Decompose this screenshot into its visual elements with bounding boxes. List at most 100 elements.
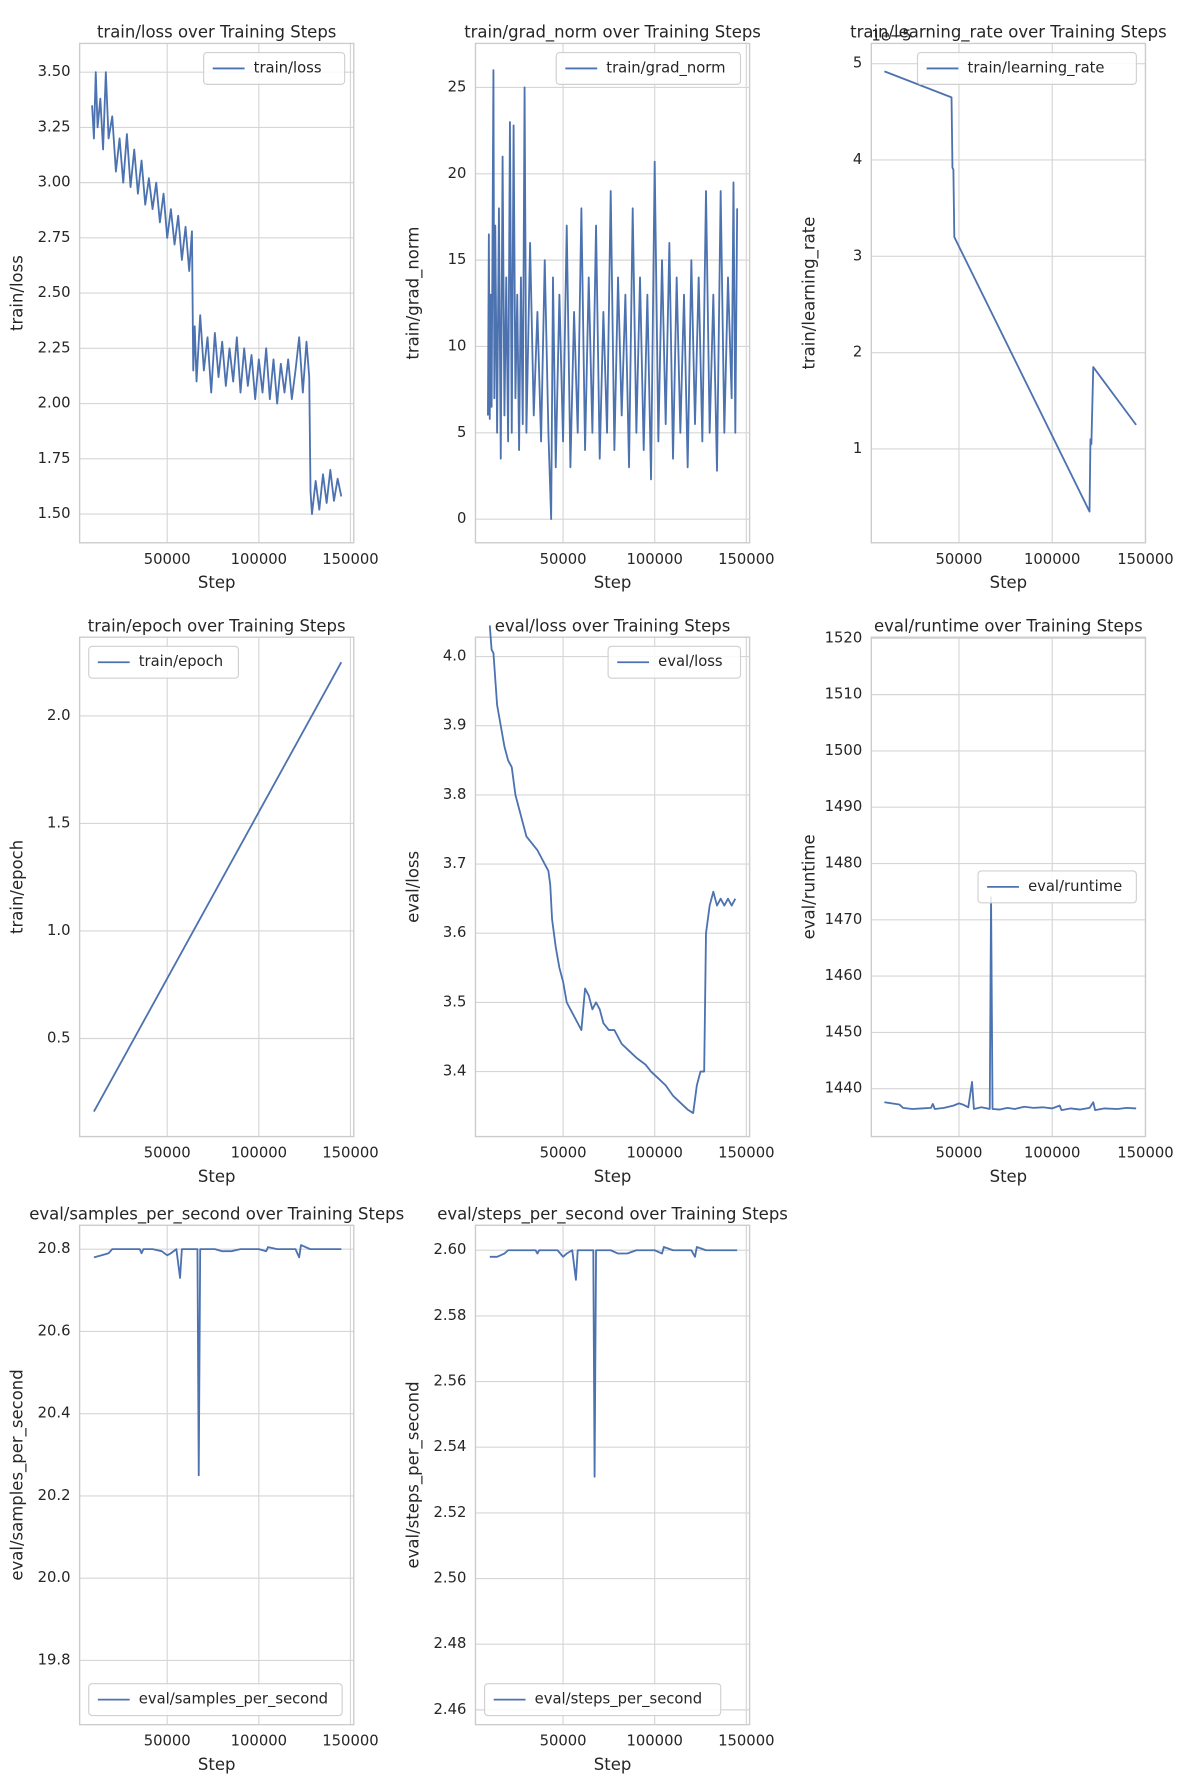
- subplot: 0.5 1.0 1.5 2.0 50000 100000 150000 train/epoch…: [8, 616, 379, 1186]
- x-tick-label: 100000: [627, 1145, 683, 1162]
- y-tick-label: 1460: [825, 967, 863, 984]
- y-axis-label: train/grad_norm: [404, 227, 424, 360]
- y-tick-label: 3: [853, 247, 862, 264]
- x-tick-label: 150000: [718, 551, 774, 568]
- y-tick-label: 2.50: [433, 1570, 466, 1587]
- y-tick-label: 20.8: [38, 1240, 71, 1257]
- legend: train/grad_norm: [555, 51, 742, 85]
- y-tick-label: 2.50: [38, 284, 71, 301]
- y-tick-label: 25: [448, 78, 467, 95]
- legend-label: eval/samples_per_second: [139, 1691, 328, 1708]
- y-tick-label: 1520: [825, 629, 863, 646]
- subplot: 2.46 2.48 2.50 2.52 2.54 2.56 2.58 2.60 50000 100…: [404, 1205, 788, 1775]
- chart-title: eval/steps_per_second over Training Step…: [437, 1205, 788, 1225]
- legend: eval/steps_per_second: [484, 1683, 722, 1717]
- x-axis-label: Step: [594, 573, 632, 592]
- axes-frame: [78, 636, 355, 1138]
- y-tick-label: 1510: [825, 686, 863, 703]
- y-tick-label: 3.25: [38, 118, 71, 135]
- axes-frame: [78, 42, 355, 544]
- subplot: 1.50 1.75 2.00 2.25 2.50 2.75 3.00 3.25 3.50 5000…: [8, 23, 379, 593]
- y-tick-label: 0: [457, 510, 466, 527]
- y-axis-label: train/learning_rate: [799, 217, 819, 370]
- chart-title: eval/loss over Training Steps: [495, 616, 731, 635]
- x-tick-label: 100000: [231, 1733, 287, 1750]
- axes-frame: [474, 636, 751, 1138]
- chart-title: eval/samples_per_second over Training St…: [29, 1205, 404, 1225]
- y-tick-label: 2.0: [47, 707, 70, 724]
- y-tick-label: 20.4: [38, 1405, 71, 1422]
- chart-title: train/learning_rate over Training Steps: [850, 23, 1167, 43]
- x-tick-label: 50000: [144, 551, 191, 568]
- y-tick-label: 1490: [825, 798, 863, 815]
- x-tick-label: 50000: [144, 1145, 191, 1162]
- legend: eval/samples_per_second: [88, 1683, 343, 1717]
- y-tick-label: 1.5: [47, 814, 70, 831]
- legend-box: [203, 51, 346, 85]
- y-axis-label: eval/runtime: [799, 834, 818, 939]
- legend: train/epoch: [88, 645, 239, 679]
- y-tick-label: 2.75: [38, 229, 71, 246]
- y-tick-label: 1450: [825, 1023, 863, 1040]
- y-tick-label: 2.48: [433, 1635, 466, 1652]
- y-tick-label: 2.00: [38, 395, 71, 412]
- y-tick-label: 20.6: [38, 1322, 71, 1339]
- subplot: 3.4 3.5 3.6 3.7 3.8 3.9 4.0 50000 100000 150000 ev…: [404, 616, 775, 1186]
- series-line: [489, 1246, 738, 1478]
- chart-title: eval/runtime over Training Steps: [874, 616, 1143, 635]
- y-tick-label: 5: [853, 55, 862, 72]
- legend-box: [607, 645, 742, 679]
- y-tick-label: 3.5: [443, 993, 466, 1010]
- legend: eval/runtime: [977, 870, 1137, 904]
- y-tick-label: 2.60: [433, 1241, 466, 1258]
- y-tick-label: 3.4: [443, 1063, 466, 1080]
- y-tick-label: 0.5: [47, 1029, 70, 1046]
- x-tick-label: 100000: [627, 1733, 683, 1750]
- x-tick-label: 50000: [540, 1145, 587, 1162]
- y-tick-label: 1.0: [47, 922, 70, 939]
- legend-label: train/epoch: [139, 653, 223, 670]
- y-tick-label: 5: [457, 424, 466, 441]
- x-tick-label: 150000: [1117, 1145, 1173, 1162]
- plot-area: [475, 1225, 750, 1725]
- legend-label: eval/runtime: [1028, 878, 1122, 895]
- x-axis-label: Step: [594, 1755, 632, 1774]
- y-tick-label: 3.9: [443, 717, 466, 734]
- y-axis-label: eval/samples_per_second: [8, 1369, 28, 1580]
- y-tick-label: 3.7: [443, 855, 466, 872]
- legend-label: train/learning_rate: [968, 59, 1105, 76]
- x-tick-label: 50000: [540, 551, 587, 568]
- legend-box: [88, 645, 239, 679]
- series-line: [487, 69, 739, 521]
- y-tick-label: 4: [853, 151, 862, 168]
- x-tick-label: 100000: [1024, 1145, 1080, 1162]
- x-tick-label: 150000: [322, 551, 378, 568]
- y-axis-label: train/epoch: [8, 840, 27, 934]
- x-tick-label: 100000: [231, 551, 287, 568]
- y-tick-label: 2.52: [433, 1504, 466, 1521]
- y-tick-label: 19.8: [38, 1651, 71, 1668]
- x-tick-label: 150000: [718, 1733, 774, 1750]
- legend-label: train/grad_norm: [606, 59, 725, 76]
- x-axis-label: Step: [990, 1167, 1028, 1186]
- y-tick-label: 3.50: [38, 63, 71, 80]
- y-tick-label: 1.75: [38, 450, 71, 467]
- x-tick-label: 150000: [1117, 551, 1173, 568]
- y-tick-label: 1480: [825, 855, 863, 872]
- x-tick-label: 150000: [322, 1733, 378, 1750]
- axes-frame: [870, 636, 1147, 1138]
- legend-box: [977, 870, 1137, 904]
- y-tick-label: 20.0: [38, 1569, 71, 1586]
- series-line: [488, 625, 737, 1114]
- y-tick-label: 2.46: [433, 1701, 466, 1718]
- legend-box: [555, 51, 742, 85]
- subplot: 0 5 10 15 20 25 50000 100000 150000 train/grad_no…: [404, 23, 775, 593]
- y-tick-label: 1.50: [38, 505, 71, 522]
- x-tick-label: 150000: [322, 1145, 378, 1162]
- y-tick-label: 1500: [825, 742, 863, 759]
- y-tick-label: 2.25: [38, 339, 71, 356]
- chart-title: train/epoch over Training Steps: [88, 616, 346, 635]
- axes-frame: [474, 1224, 751, 1726]
